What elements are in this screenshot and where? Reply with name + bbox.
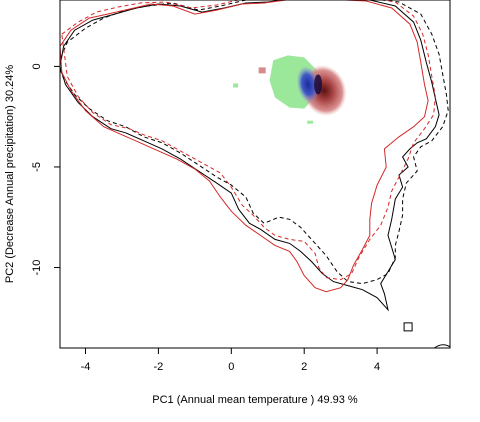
x-tick-label: 2 xyxy=(301,361,307,373)
red-speck xyxy=(258,67,266,74)
green-speck xyxy=(307,120,314,124)
green-speck xyxy=(233,83,239,88)
contour-red-solid xyxy=(60,0,429,293)
y-tick-label: -5 xyxy=(31,162,43,172)
contour-black-solid xyxy=(60,0,440,312)
plot-area xyxy=(60,0,450,348)
y-axis: 0 -5 -10 xyxy=(31,63,60,275)
contour-red-dashed xyxy=(61,0,436,281)
markers xyxy=(403,322,450,348)
x-axis: -4 -2 0 2 4 xyxy=(81,348,380,373)
x-tick-label: -2 xyxy=(154,361,164,373)
density-clouds xyxy=(233,55,347,124)
dark-density-peak xyxy=(314,74,323,95)
plot-frame xyxy=(59,0,451,349)
blue-density-core xyxy=(296,65,320,104)
y-axis-title: PC2 (Decrease Annual precipitation) 30.2… xyxy=(4,65,16,284)
x-axis-title: PC1 (Annual mean temperature ) 49.93 % xyxy=(152,394,358,406)
x-tick-label: 0 xyxy=(228,361,234,373)
arc-marker xyxy=(434,344,450,348)
contour-black-dashed xyxy=(60,0,449,285)
x-tick-label: 4 xyxy=(374,361,380,373)
contour-lines xyxy=(60,0,449,312)
square-marker xyxy=(403,322,413,332)
y-tick-label: 0 xyxy=(31,63,43,69)
y-tick-label: -10 xyxy=(31,260,43,276)
x-tick-label: -4 xyxy=(81,361,91,373)
